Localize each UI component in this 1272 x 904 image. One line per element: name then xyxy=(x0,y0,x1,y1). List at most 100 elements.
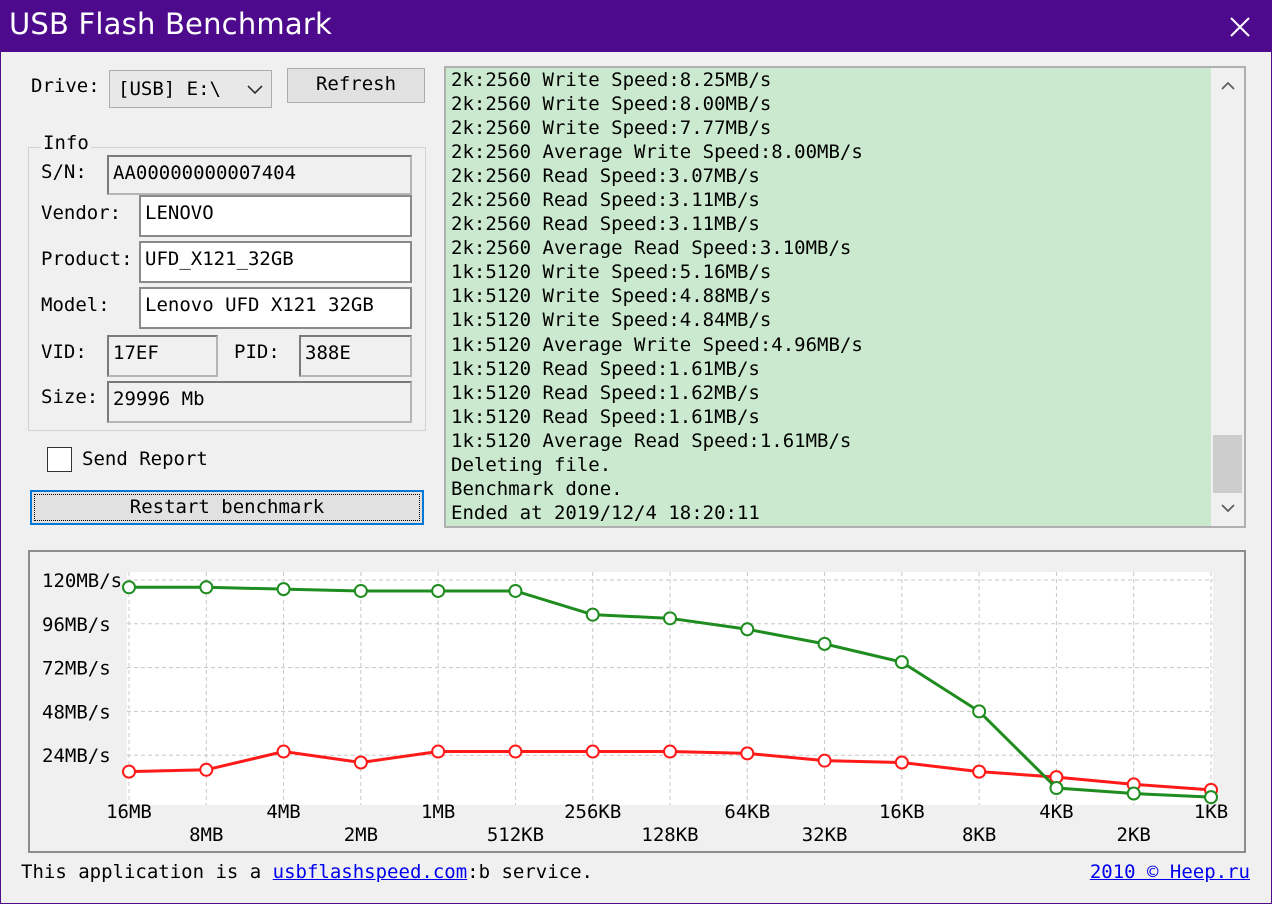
data-point xyxy=(276,744,291,759)
log-line: 2k:2560 Average Write Speed:8.00MB/s xyxy=(451,141,863,164)
y-tick-label: 24MB/s xyxy=(42,745,111,767)
data-point xyxy=(817,636,832,651)
footer-prefix: This application is a xyxy=(21,861,262,883)
log-line: 2k:2560 Read Speed:3.07MB/s xyxy=(451,165,760,188)
log-output[interactable]: 2k:2560 Write Speed:8.25MB/s 2k:2560 Writ… xyxy=(444,66,1246,528)
log-line: 1k:5120 Write Speed:5.16MB/s xyxy=(451,261,772,284)
data-point xyxy=(585,744,600,759)
log-line: 2k:2560 Read Speed:3.11MB/s xyxy=(451,213,760,236)
vendor-field[interactable]: LENOVO xyxy=(139,195,412,237)
product-field[interactable]: UFD_X121_32GB xyxy=(139,241,412,283)
restart-benchmark-button[interactable]: Restart benchmark xyxy=(30,490,424,525)
data-point xyxy=(1049,781,1064,796)
data-point xyxy=(740,622,755,637)
model-label: Model: xyxy=(41,294,110,316)
model-field[interactable]: Lenovo UFD X121 32GB xyxy=(139,287,412,329)
scroll-thumb[interactable] xyxy=(1213,435,1242,493)
speed-chart: 120MB/s 96MB/s 72MB/s 48MB/s 24MB/s 16MB 8MB 4M… xyxy=(28,550,1246,853)
vid-field[interactable]: 17EF xyxy=(107,335,218,377)
heep-link[interactable]: 2010 © Heep.ru xyxy=(1089,861,1250,883)
data-point xyxy=(353,583,368,598)
info-group-title: Info xyxy=(41,132,91,154)
data-point xyxy=(972,704,987,719)
info-group xyxy=(28,147,426,431)
x-tick-label: 16MB xyxy=(106,801,152,823)
x-tick-label: 2KB xyxy=(1117,824,1151,846)
focus-rect xyxy=(34,494,420,521)
data-point xyxy=(431,744,446,759)
vid-label: VID: xyxy=(41,341,87,363)
log-line: 1k:5120 Read Speed:1.61MB/s xyxy=(451,405,760,428)
x-tick-label: 8MB xyxy=(189,824,223,846)
log-line: 1k:5120 Write Speed:4.84MB/s xyxy=(451,309,772,332)
speed-chart-svg: 120MB/s 96MB/s 72MB/s 48MB/s 24MB/s 16MB 8MB 4M… xyxy=(30,552,1244,851)
usbflashspeed-link[interactable]: usbflashspeed.com xyxy=(272,861,468,883)
send-report-label: Send Report xyxy=(82,448,208,470)
data-point xyxy=(1126,786,1141,801)
x-tick-label: 32KB xyxy=(802,824,848,846)
data-point xyxy=(122,764,136,779)
y-tick-label: 72MB/s xyxy=(42,658,111,680)
log-line: 1k:5120 Read Speed:1.62MB/s xyxy=(451,381,760,404)
chevron-up-icon xyxy=(1220,81,1235,90)
chevron-down-icon xyxy=(1220,504,1235,513)
refresh-button[interactable]: Refresh xyxy=(287,68,425,103)
log-line: 2k:2560 Average Read Speed:3.10MB/s xyxy=(451,237,852,260)
x-tick-label: 128KB xyxy=(641,824,698,846)
x-tick-label: 2MB xyxy=(344,824,378,846)
data-point xyxy=(817,753,832,768)
log-line: 1k:5120 Read Speed:1.61MB/s xyxy=(451,357,760,380)
data-point xyxy=(508,744,523,759)
log-line: 1k:5120 Average Read Speed:1.61MB/s xyxy=(451,429,852,452)
close-button[interactable] xyxy=(1209,1,1271,52)
log-line: 1k:5120 Write Speed:4.88MB/s xyxy=(451,285,772,308)
data-point xyxy=(353,755,368,770)
size-label: Size: xyxy=(41,386,99,408)
log-line: Deleting file. xyxy=(451,453,612,476)
footer-suffix: :b service. xyxy=(467,861,593,883)
data-point xyxy=(894,755,909,770)
data-point xyxy=(663,611,677,626)
data-point xyxy=(508,583,523,598)
drive-select-value: [USB] E:\ xyxy=(118,78,221,100)
data-point xyxy=(431,583,446,598)
pid-label: PID: xyxy=(234,341,280,363)
x-tick-label: 1KB xyxy=(1194,801,1228,823)
data-point xyxy=(663,744,677,759)
x-tick-label: 4KB xyxy=(1039,801,1073,823)
vendor-label: Vendor: xyxy=(41,202,122,224)
product-label: Product: xyxy=(41,248,133,270)
drive-select[interactable]: [USB] E:\ xyxy=(109,70,272,108)
log-line: 2k:2560 Read Speed:3.11MB/s xyxy=(451,189,760,212)
sn-field[interactable]: AA00000000007404 xyxy=(107,155,412,195)
x-tick-label: 512KB xyxy=(487,824,544,846)
y-tick-label: 120MB/s xyxy=(42,570,122,592)
data-point xyxy=(1204,790,1218,805)
data-point xyxy=(972,764,987,779)
pid-field[interactable]: 388E xyxy=(299,335,412,377)
log-line: Ended at 2019/12/4 18:20:11 xyxy=(451,501,760,524)
restart-benchmark-label: Restart benchmark xyxy=(129,496,325,518)
y-tick-label: 48MB/s xyxy=(42,701,111,723)
footer-text: This application is a usbflashspeed.com:… xyxy=(21,861,593,883)
y-tick-label: 96MB/s xyxy=(42,614,111,636)
log-line: 2k:2560 Write Speed:8.00MB/s xyxy=(451,93,772,116)
x-tick-label: 16KB xyxy=(879,801,925,823)
x-tick-label: 8KB xyxy=(962,824,996,846)
scroll-down-button[interactable] xyxy=(1211,490,1244,526)
log-scrollbar[interactable] xyxy=(1211,68,1244,526)
data-point xyxy=(276,582,291,597)
log-line: 2k:2560 Write Speed:7.77MB/s xyxy=(451,117,772,140)
size-field[interactable]: 29996 Mb xyxy=(107,381,412,423)
data-point xyxy=(894,655,909,670)
log-line: 2k:2560 Write Speed:8.25MB/s xyxy=(451,69,772,91)
scroll-up-button[interactable] xyxy=(1211,68,1244,104)
send-report-checkbox[interactable] xyxy=(47,447,72,472)
sn-label: S/N: xyxy=(41,161,87,183)
window-title: USB Flash Benchmark xyxy=(9,7,332,41)
drive-label: Drive: xyxy=(31,75,100,97)
data-point xyxy=(585,607,600,622)
data-point xyxy=(199,580,214,595)
close-icon xyxy=(1230,16,1250,37)
